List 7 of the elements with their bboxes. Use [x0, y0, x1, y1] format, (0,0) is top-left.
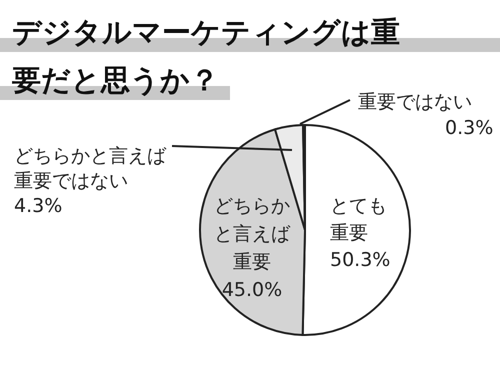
- data-label: 50.3%: [330, 249, 390, 271]
- data-label: 4.3%: [14, 195, 62, 217]
- data-label: 45.0%: [222, 279, 282, 301]
- slice-label: どちらかと言えば重要: [214, 195, 291, 273]
- data-label: 0.3%: [445, 117, 494, 139]
- slice-label: どちらかと言えば重要ではない: [14, 145, 167, 192]
- slice-label: とても重要: [330, 195, 387, 244]
